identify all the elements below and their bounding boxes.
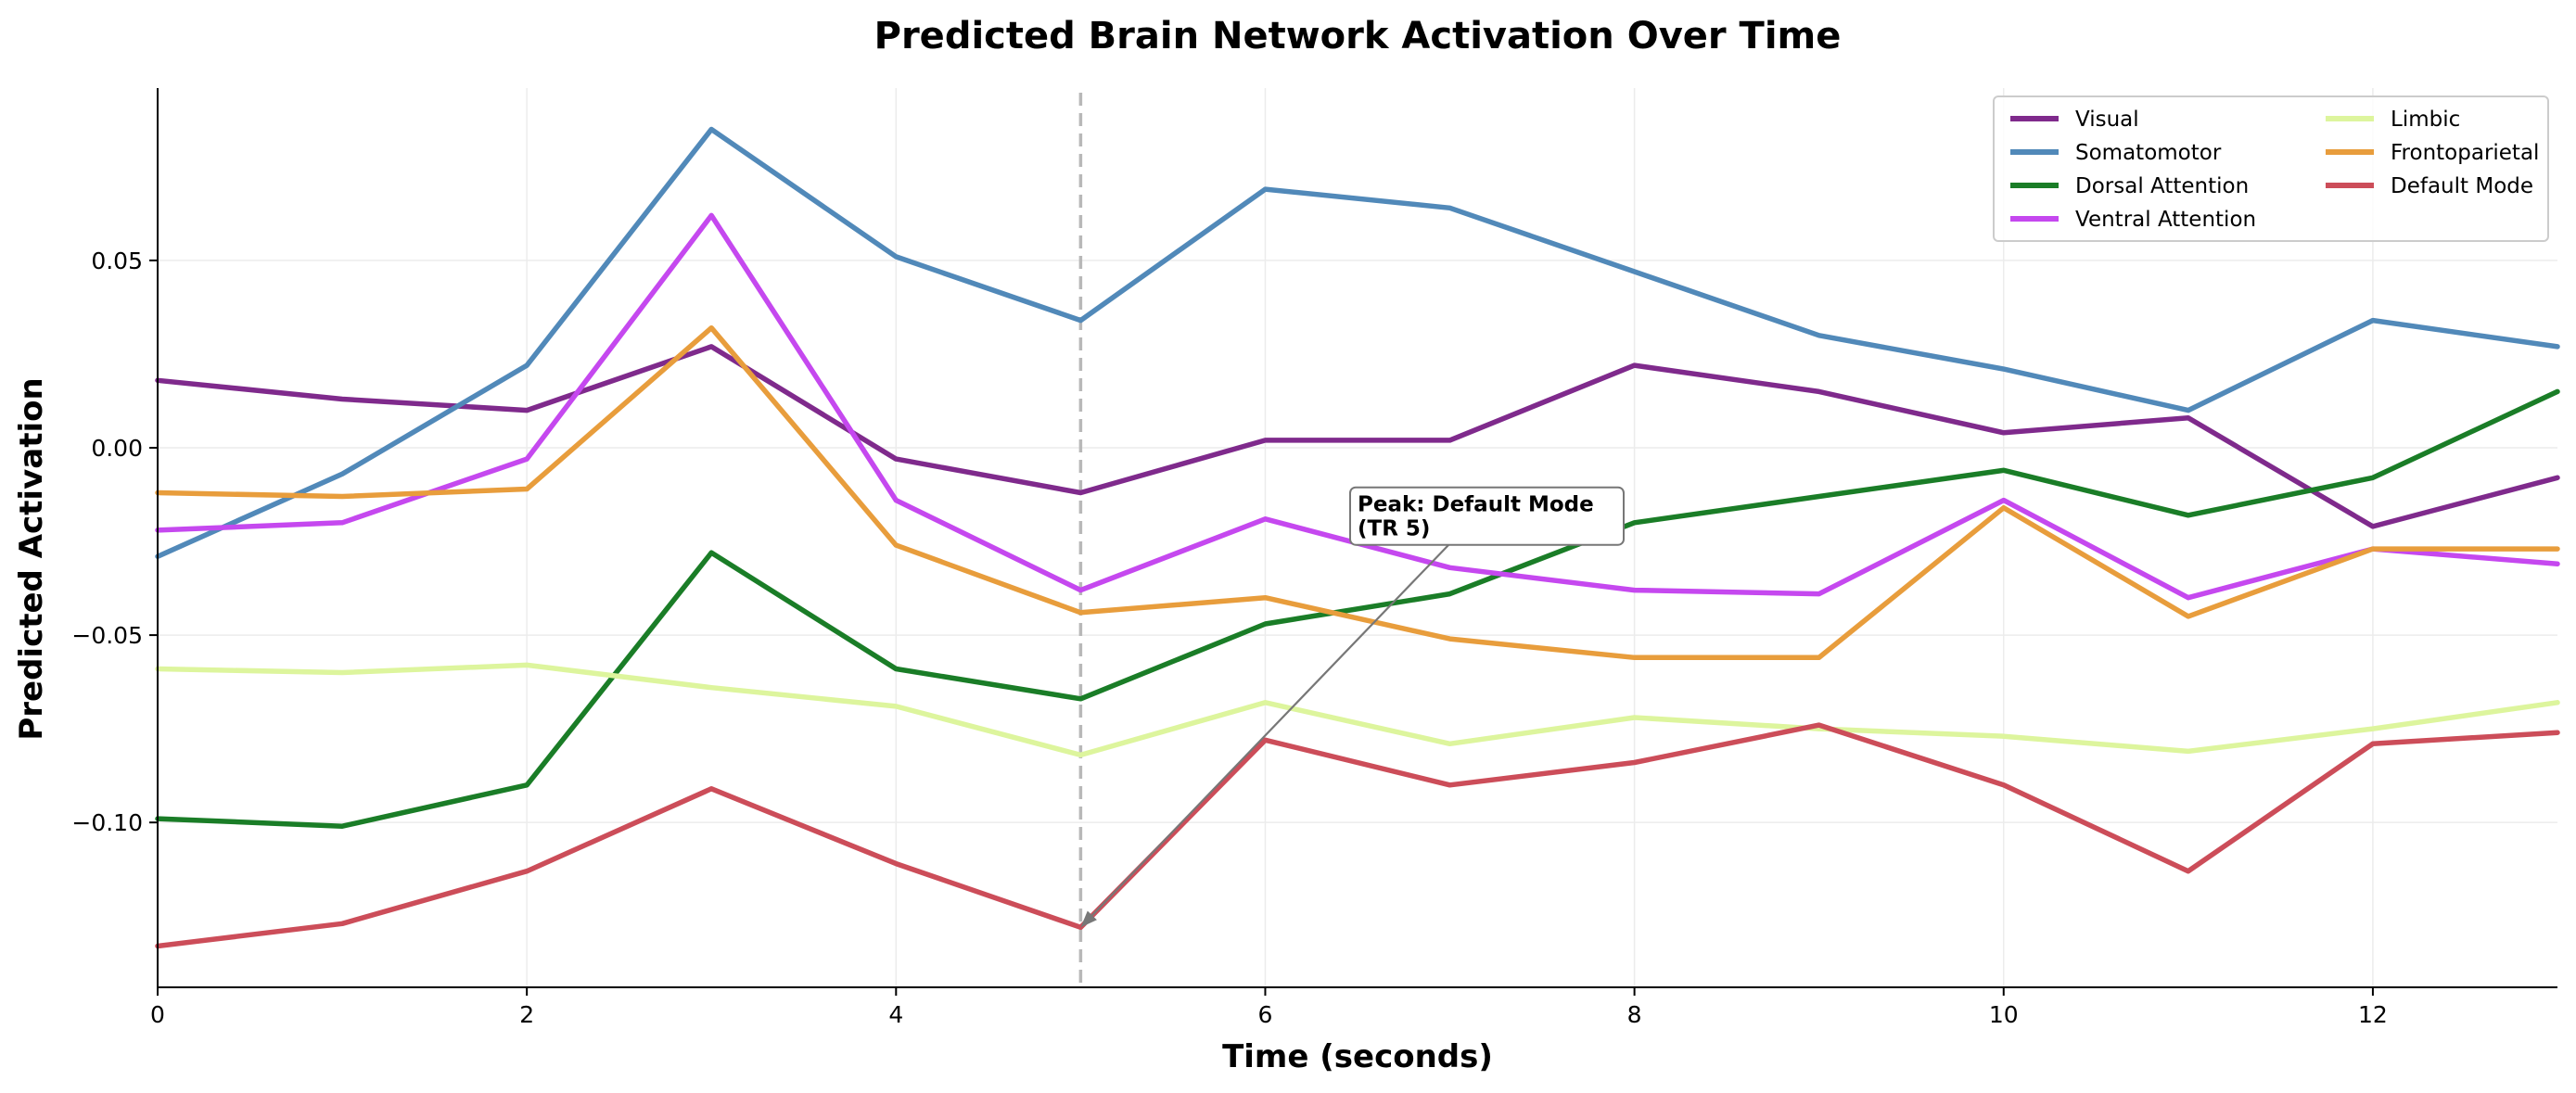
series-line-dorsal-attention [155,388,2560,829]
legend-label-ventral-attention: Ventral Attention [2075,208,2256,232]
legend-label-somatomotor: Somatomotor [2075,141,2222,165]
y-tick-label: −0.05 [71,622,143,649]
x-tick-label: 0 [150,1001,165,1028]
legend-box [1993,95,2549,242]
peak-annotation: Peak: Default Mode (TR 5) [1080,486,1625,928]
legend-label-limbic: Limbic [2391,108,2460,132]
annotation-arrowhead [1080,910,1097,928]
y-tick-label: 0.05 [91,248,143,274]
y-axis-ticks: −0.10 −0.05 0.00 0.05 [71,248,158,836]
legend-label-dorsal-attention: Dorsal Attention [2075,174,2249,198]
y-tick-label: −0.10 [71,809,143,836]
legend-label-default-mode: Default Mode [2391,174,2533,198]
annotation-text-line-1: Peak: Default Mode [1358,493,1594,517]
x-tick-label: 6 [1258,1001,1273,1028]
x-axis-ticks: 0 2 4 6 8 10 12 [150,987,2388,1028]
legend-label-frontoparietal: Frontoparietal [2391,141,2539,165]
series-line-frontoparietal [155,324,2560,661]
x-tick-label: 12 [2358,1001,2388,1028]
annotation-text-line-2: (TR 5) [1358,517,1430,541]
annotation-text: Peak: Default Mode (TR 5) [1358,493,1601,541]
series-line-limbic [155,662,2560,758]
annotation-arrow [1091,543,1449,917]
legend: Visual Somatomotor Dorsal Attention Ventral… [1993,95,2549,242]
annotation-box [1349,486,1625,546]
chart-title: Predicted Brain Network Activation Over … [874,15,1842,57]
series-layer [155,126,2560,949]
x-axis-label: Time (seconds) [1222,1038,1493,1075]
y-tick-label: 0.00 [91,435,143,462]
x-tick-label: 2 [519,1001,534,1028]
series-line-visual [155,344,2560,529]
x-tick-label: 10 [1989,1001,2019,1028]
y-axis-label: Predicted Activation [13,377,50,740]
x-tick-label: 4 [888,1001,903,1028]
series-line-default-mode [155,722,2560,949]
legend-label-visual: Visual [2075,108,2139,132]
x-tick-label: 8 [1627,1001,1642,1028]
axes [157,88,2557,988]
series-line-somatomotor [155,126,2560,559]
